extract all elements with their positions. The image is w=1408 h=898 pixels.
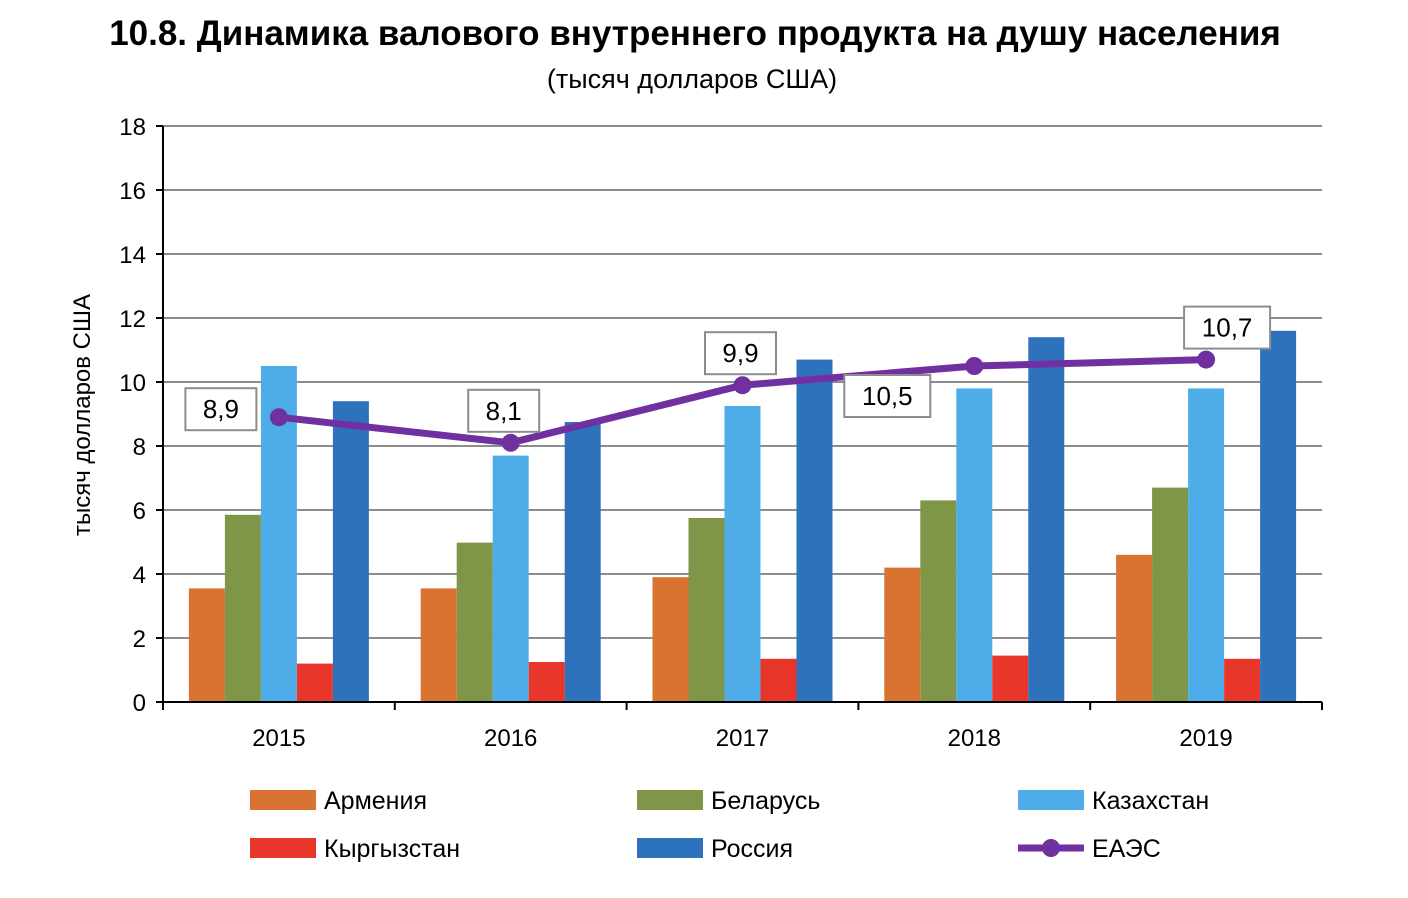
y-tick-label: 10 bbox=[119, 370, 146, 397]
x-tick-label: 2016 bbox=[484, 725, 537, 752]
x-tick-label: 2017 bbox=[716, 725, 769, 752]
chart-title: 10.8. Динамика валового внутреннего прод… bbox=[109, 14, 1281, 53]
bar-казахстан-2019 bbox=[1188, 388, 1225, 702]
legend-label-еаэс: ЕАЭС bbox=[1092, 835, 1161, 863]
bar-казахстан-2016 bbox=[492, 455, 529, 702]
bar-казахстан-2018 bbox=[956, 388, 993, 702]
bar-беларусь-2016 bbox=[456, 542, 493, 702]
legend-label-армения: Армения bbox=[324, 787, 427, 815]
legend-label-казахстан: Казахстан bbox=[1092, 787, 1209, 815]
data-label-box bbox=[1183, 305, 1272, 350]
bar-кыргызстан-2017 bbox=[760, 658, 797, 702]
bar-беларусь-2019 bbox=[1152, 487, 1189, 702]
bar-кыргызстан-2018 bbox=[992, 655, 1029, 702]
data-label: 10,7 bbox=[1202, 313, 1253, 343]
bar-россия-2015 bbox=[332, 401, 369, 702]
legend-swatch-беларусь bbox=[637, 790, 703, 810]
bar-россия-2017 bbox=[796, 359, 833, 702]
legend-marker-еаэс bbox=[1042, 839, 1060, 857]
legend-swatch-казахстан bbox=[1018, 790, 1084, 810]
line-point-еаэс-2015 bbox=[269, 408, 288, 427]
y-tick-label: 16 bbox=[119, 178, 146, 205]
y-tick-label: 0 bbox=[133, 690, 146, 717]
legend-label-беларусь: Беларусь bbox=[711, 787, 820, 815]
bar-беларусь-2018 bbox=[920, 500, 957, 702]
legend-label-кыргызстан: Кыргызстан bbox=[324, 835, 460, 863]
data-label: 10,5 bbox=[862, 381, 913, 411]
bar-беларусь-2017 bbox=[688, 518, 725, 702]
legend-swatch-армения bbox=[250, 790, 316, 810]
y-tick-label: 8 bbox=[133, 434, 146, 461]
y-tick-label: 4 bbox=[133, 562, 146, 589]
y-axis-label: тысяч долларов США bbox=[69, 294, 96, 536]
bar-кыргызстан-2015 bbox=[296, 663, 333, 702]
bar-армения-2018 bbox=[884, 567, 921, 702]
y-tick-label: 12 bbox=[119, 306, 146, 333]
x-tick-label: 2018 bbox=[948, 725, 1001, 752]
bar-россия-2016 bbox=[564, 422, 601, 702]
bar-россия-2018 bbox=[1028, 337, 1065, 702]
bar-кыргызстан-2019 bbox=[1224, 658, 1261, 702]
data-label-box bbox=[184, 387, 258, 432]
data-label-box bbox=[704, 331, 777, 376]
legend-swatch-россия bbox=[637, 838, 703, 858]
y-tick-label: 6 bbox=[133, 498, 146, 525]
line-point-еаэс-2019 bbox=[1197, 350, 1216, 369]
bar-армения-2016 bbox=[420, 588, 457, 702]
data-label-box bbox=[467, 388, 541, 433]
line-point-еаэс-2016 bbox=[501, 433, 520, 452]
y-tick-label: 14 bbox=[119, 242, 146, 269]
y-tick-label: 2 bbox=[133, 626, 146, 653]
data-label-box bbox=[843, 374, 932, 418]
data-label: 8,9 bbox=[203, 394, 239, 424]
bar-армения-2017 bbox=[652, 577, 689, 702]
line-point-еаэс-2017 bbox=[733, 376, 752, 395]
legend-label-россия: Россия bbox=[711, 835, 793, 863]
bar-армения-2019 bbox=[1116, 554, 1153, 702]
chart-subtitle: (тысяч долларов США) bbox=[546, 64, 838, 94]
x-tick-label: 2015 bbox=[252, 725, 305, 752]
y-tick-label: 18 bbox=[119, 114, 146, 141]
bar-беларусь-2015 bbox=[224, 514, 261, 702]
data-label: 9,9 bbox=[722, 338, 758, 368]
bar-казахстан-2017 bbox=[724, 406, 761, 702]
x-tick-label: 2019 bbox=[1179, 725, 1232, 752]
bar-россия-2019 bbox=[1260, 330, 1297, 702]
bar-кыргызстан-2016 bbox=[528, 662, 565, 702]
line-point-еаэс-2018 bbox=[965, 357, 984, 375]
data-label: 8,1 bbox=[486, 396, 522, 426]
bar-армения-2015 bbox=[188, 588, 225, 702]
legend-swatch-кыргызстан bbox=[250, 838, 316, 858]
